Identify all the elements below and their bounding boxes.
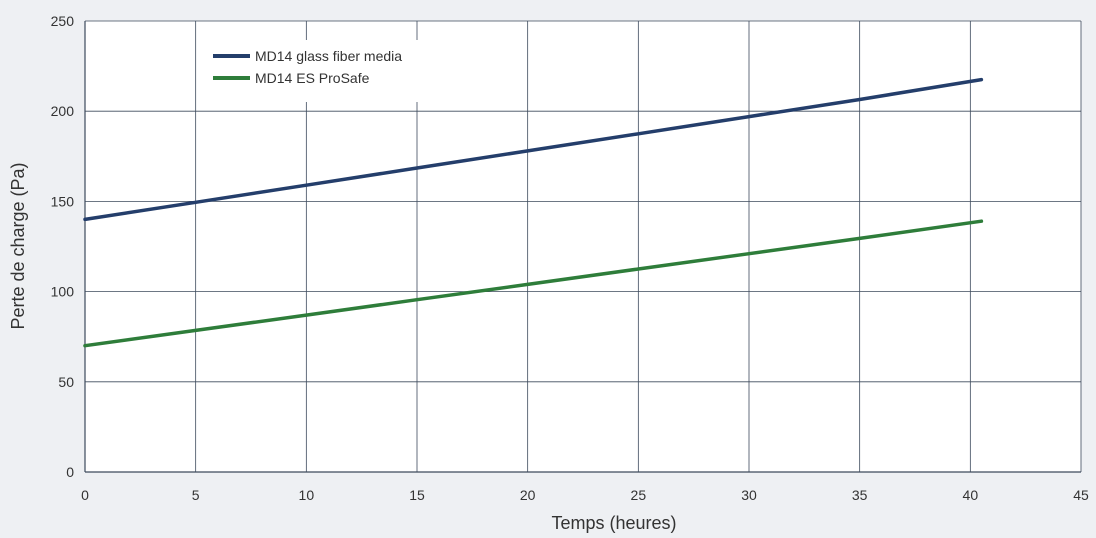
y-tick-label: 150	[51, 193, 75, 209]
x-tick-label: 35	[852, 487, 868, 503]
legend-label-2: MD14 ES ProSafe	[255, 70, 370, 86]
y-tick-label: 50	[58, 374, 74, 390]
x-tick-label: 5	[192, 487, 200, 503]
x-tick-label: 40	[963, 487, 979, 503]
y-tick-label: 250	[51, 13, 75, 29]
y-tick-label: 0	[66, 464, 74, 480]
x-tick-label: 10	[299, 487, 315, 503]
legend-background	[200, 40, 488, 102]
series-line-2	[83, 219, 984, 348]
x-tick-label: 45	[1073, 487, 1089, 503]
series-lines	[83, 77, 984, 348]
tick-labels: 0 5 10 15 20 25 30 35 40 45 0 50 100 150 200 250	[51, 13, 1089, 503]
y-tick-label: 200	[51, 103, 75, 119]
y-axis-title: Perte de charge (Pa)	[8, 162, 28, 329]
legend: MD14 glass fiber media MD14 ES ProSafe	[200, 40, 488, 102]
y-tick-label: 100	[51, 284, 75, 300]
x-axis-title: Temps (heures)	[551, 513, 676, 533]
x-tick-label: 0	[81, 487, 89, 503]
x-tick-label: 30	[741, 487, 757, 503]
legend-label-1: MD14 glass fiber media	[255, 48, 402, 64]
x-tick-label: 15	[409, 487, 425, 503]
x-tick-label: 20	[520, 487, 536, 503]
series-line-1	[83, 77, 984, 222]
x-tick-label: 25	[631, 487, 647, 503]
